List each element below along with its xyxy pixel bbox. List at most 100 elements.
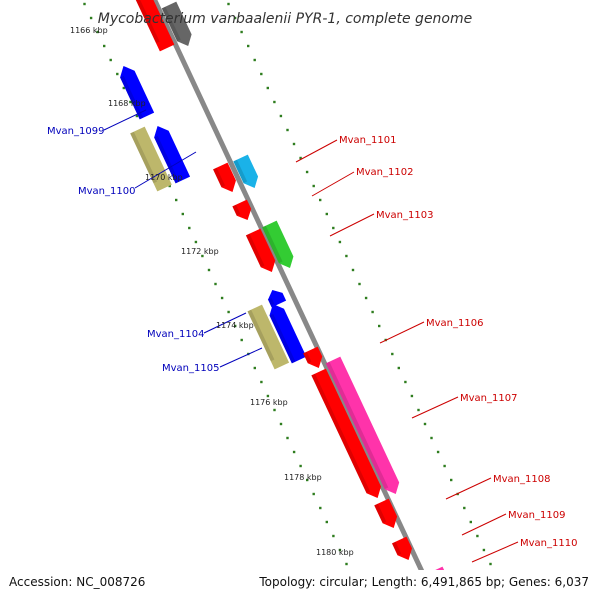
tick-dot-left <box>234 324 237 328</box>
tick-dot-right <box>410 394 414 398</box>
tick-dot-right <box>417 408 420 412</box>
label-mvan-1104[interactable]: Mvan_1104 <box>147 329 204 340</box>
feature-block-mvan-1106-shade <box>303 351 312 364</box>
feature-block-top-gray[interactable] <box>161 1 196 50</box>
label-leader-lines <box>103 109 519 563</box>
kbp-label-1174: 1174 kbp <box>216 321 254 330</box>
tick-dot-right <box>371 310 374 314</box>
tick-dot-right <box>312 184 315 188</box>
feature-block-mvan-1108[interactable] <box>311 368 384 502</box>
tick-dot-right <box>436 450 440 454</box>
tick-dot-left <box>306 478 309 482</box>
tick-dot-right <box>253 58 256 62</box>
tick-dot-right <box>450 478 453 482</box>
tick-dot-right <box>463 506 466 510</box>
tick-dot-right <box>273 100 276 104</box>
feature-block-top-red[interactable] <box>135 0 175 52</box>
feature-block-mvan-1107[interactable] <box>325 356 403 498</box>
label-mvan-1110[interactable]: Mvan_1110 <box>520 538 577 549</box>
genome-backbone <box>151 0 439 600</box>
tick-dot-left <box>338 548 342 552</box>
tick-dot-left <box>175 198 178 202</box>
tick-dot-left <box>201 254 204 258</box>
feature-block-mvan-1103[interactable] <box>262 220 297 272</box>
feature-block-red-a[interactable] <box>213 162 240 196</box>
kbp-label-1176: 1176 kbp <box>250 398 288 407</box>
label-mvan-1108[interactable]: Mvan_1108 <box>493 474 550 485</box>
tick-dot-left <box>260 380 263 384</box>
leader-mvan-1104 <box>203 312 247 334</box>
kbp-label-1178: 1178 kbp <box>284 473 322 482</box>
feature-block-mvan-1109[interactable] <box>374 498 401 532</box>
tick-dot-right <box>286 128 289 132</box>
label-mvan-1103[interactable]: Mvan_1103 <box>376 210 433 221</box>
tick-dot-right <box>430 436 433 440</box>
accession-text: Accession: NC_008726 <box>9 575 145 589</box>
label-mvan-1100[interactable]: Mvan_1100 <box>78 186 135 197</box>
feature-block-khaki-b-shade <box>247 309 275 362</box>
feature-block-khaki-a[interactable] <box>130 126 172 192</box>
tick-dot-left <box>188 226 191 230</box>
tick-dot-left <box>83 2 86 6</box>
kbp-label-1180: 1180 kbp <box>316 548 354 557</box>
label-mvan-1102[interactable]: Mvan_1102 <box>356 167 413 178</box>
feature-block-mvan-1102[interactable] <box>245 228 279 276</box>
label-mvan-1109[interactable]: Mvan_1109 <box>508 510 565 521</box>
feature-block-mvan-1107-shade <box>325 361 389 490</box>
label-mvan-1101[interactable]: Mvan_1101 <box>339 135 396 146</box>
feature-block-mvan-1101[interactable] <box>233 154 262 192</box>
feature-block-mvan-1099-shade <box>120 75 144 120</box>
tick-dot-left <box>266 394 270 398</box>
tick-dot-left <box>279 422 283 426</box>
tick-dot-left <box>103 44 106 48</box>
feature-block-mvan-1103-shade <box>262 225 283 264</box>
feature-block-mvan-1100[interactable] <box>150 123 191 184</box>
label-mvan-1107[interactable]: Mvan_1107 <box>460 393 517 404</box>
tick-dot-left <box>220 296 224 300</box>
tick-dot-left <box>319 506 322 510</box>
tick-dot-left <box>122 86 125 90</box>
label-mvan-1099[interactable]: Mvan_1099 <box>47 126 104 137</box>
tick-dot-left <box>227 310 230 314</box>
feature-block-mvan-1100-shade <box>154 135 180 184</box>
feature-block-red-b[interactable] <box>232 199 254 224</box>
tick-dot-left <box>214 282 217 286</box>
feature-block-small-blue[interactable] <box>265 287 287 308</box>
tick-dot-right <box>299 156 302 160</box>
leader-mvan-1102 <box>311 171 355 197</box>
feature-block-mvan-1108-shade <box>311 373 371 494</box>
label-mvan-1105[interactable]: Mvan_1105 <box>162 363 219 374</box>
label-mvan-1106[interactable]: Mvan_1106 <box>426 318 483 329</box>
tick-dot-left <box>345 562 348 566</box>
tick-dot-left <box>273 408 276 412</box>
tick-dot-left <box>312 492 315 496</box>
tick-dot-right <box>305 170 309 174</box>
leader-mvan-1103 <box>329 213 375 237</box>
tick-dot-left <box>325 520 328 524</box>
leader-mvan-1105 <box>219 347 263 368</box>
tick-dot-right <box>240 30 243 34</box>
tick-dot-left <box>299 464 302 468</box>
kbp-label-1168: 1168 kbp <box>108 99 146 108</box>
feature-block-mvan-1099[interactable] <box>116 63 155 120</box>
feature-block-mvan-1104[interactable] <box>266 301 307 364</box>
tick-dot-left <box>194 240 198 244</box>
tick-dot-right <box>397 366 400 370</box>
tick-dot-right <box>482 548 486 552</box>
feature-block-mvan-1106[interactable] <box>303 346 326 372</box>
topology-text: Topology: circular; Length: 6,491,865 bp… <box>258 575 589 589</box>
feature-block-mvan-1110[interactable] <box>391 536 416 564</box>
tick-dot-left <box>116 72 119 76</box>
tick-dot-right <box>227 2 230 6</box>
tick-dot-right <box>260 72 263 76</box>
tick-dot-left <box>292 450 296 454</box>
kbp-label-1172: 1172 kbp <box>181 247 219 256</box>
kbp-label-1170: 1170 kbp <box>145 173 183 182</box>
tick-dot-left <box>135 114 139 118</box>
tick-dot-left <box>240 338 243 342</box>
feature-block-khaki-b[interactable] <box>247 304 290 370</box>
tick-dot-right <box>489 562 492 566</box>
feature-block-mvan-1110-shade <box>391 541 402 556</box>
tick-dot-left <box>253 366 256 370</box>
